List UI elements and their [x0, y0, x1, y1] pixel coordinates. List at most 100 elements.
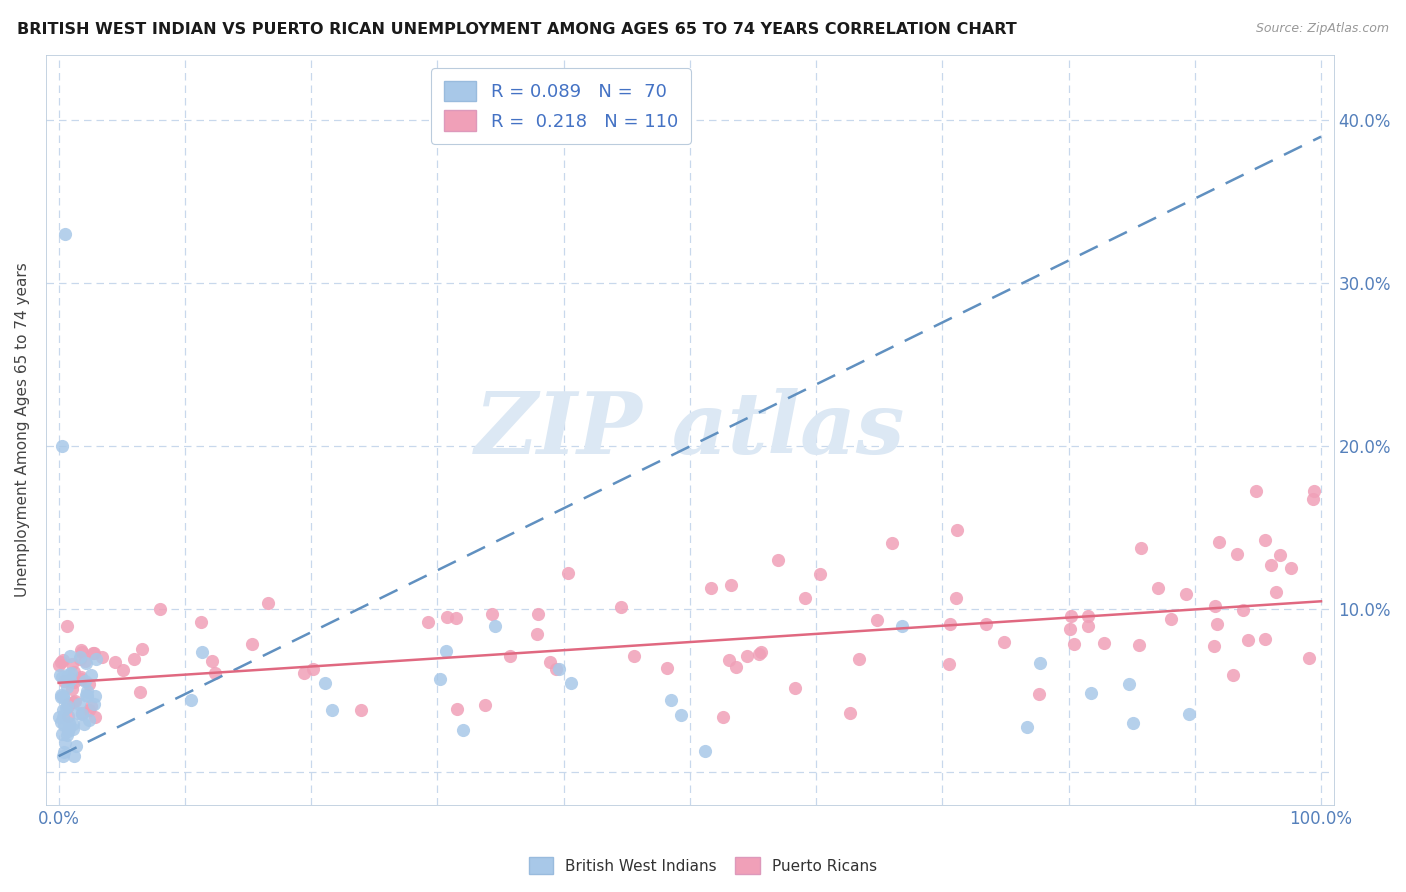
- Point: [122, 652, 145, 666]
- Point: [80, 668, 103, 682]
- Point: [655, 661, 678, 675]
- Point: [49, 667, 72, 681]
- Point: [446, 702, 468, 716]
- Point: [1281, 561, 1303, 575]
- Point: [866, 613, 889, 627]
- Point: [52, 749, 75, 764]
- Point: [416, 615, 439, 629]
- Point: [1302, 491, 1324, 506]
- Point: [69, 652, 91, 666]
- Point: [190, 615, 212, 630]
- Point: [1147, 581, 1170, 595]
- Point: [838, 706, 860, 721]
- Point: [538, 656, 561, 670]
- Point: [70, 672, 93, 686]
- Point: [1077, 608, 1099, 623]
- Point: [111, 663, 134, 677]
- Point: [51, 726, 73, 740]
- Point: [56, 723, 79, 738]
- Point: [1118, 676, 1140, 690]
- Point: [77, 713, 100, 727]
- Point: [711, 709, 734, 723]
- Point: [848, 651, 870, 665]
- Point: [49, 690, 72, 704]
- Point: [747, 647, 769, 661]
- Point: [623, 648, 645, 663]
- Point: [939, 616, 962, 631]
- Point: [56, 709, 79, 723]
- Point: [75, 689, 97, 703]
- Point: [724, 660, 747, 674]
- Point: [1063, 637, 1085, 651]
- Point: [58, 697, 80, 711]
- Point: [1302, 483, 1324, 498]
- Point: [749, 644, 772, 658]
- Point: [717, 653, 740, 667]
- Point: [1237, 633, 1260, 648]
- Point: [75, 656, 97, 670]
- Point: [526, 607, 548, 622]
- Point: [63, 749, 86, 764]
- Point: [560, 675, 582, 690]
- Point: [70, 707, 93, 722]
- Point: [1028, 657, 1050, 671]
- Point: [52, 690, 75, 704]
- Point: [77, 676, 100, 690]
- Text: BRITISH WEST INDIAN VS PUERTO RICAN UNEMPLOYMENT AMONG AGES 65 TO 74 YEARS CORRE: BRITISH WEST INDIAN VS PUERTO RICAN UNEM…: [17, 22, 1017, 37]
- Point: [1060, 609, 1083, 624]
- Point: [53, 227, 76, 242]
- Point: [610, 599, 633, 614]
- Point: [1160, 611, 1182, 625]
- Point: [548, 662, 571, 676]
- Point: [1028, 687, 1050, 701]
- Point: [69, 643, 91, 657]
- Point: [974, 616, 997, 631]
- Point: [84, 710, 107, 724]
- Legend: British West Indians, Puerto Ricans: British West Indians, Puerto Ricans: [523, 851, 883, 880]
- Point: [90, 650, 112, 665]
- Point: [73, 717, 96, 731]
- Point: [474, 698, 496, 713]
- Point: [1260, 558, 1282, 572]
- Point: [1222, 668, 1244, 682]
- Point: [56, 681, 79, 695]
- Point: [69, 670, 91, 684]
- Point: [735, 648, 758, 663]
- Point: [53, 745, 76, 759]
- Point: [1175, 587, 1198, 601]
- Point: [56, 699, 79, 714]
- Point: [65, 739, 87, 754]
- Point: [699, 581, 721, 595]
- Point: [56, 728, 79, 742]
- Point: [1202, 639, 1225, 653]
- Point: [84, 652, 107, 666]
- Point: [73, 654, 96, 668]
- Point: [557, 566, 579, 581]
- Point: [240, 637, 263, 651]
- Point: [453, 723, 475, 737]
- Point: [1208, 534, 1230, 549]
- Point: [350, 703, 373, 717]
- Point: [1130, 541, 1153, 555]
- Point: [1059, 622, 1081, 636]
- Point: [52, 653, 75, 667]
- Point: [1232, 603, 1254, 617]
- Point: [58, 715, 80, 730]
- Point: [53, 736, 76, 750]
- Point: [257, 596, 280, 610]
- Point: [429, 672, 451, 686]
- Point: [49, 655, 72, 669]
- Point: [484, 618, 506, 632]
- Point: [55, 701, 77, 715]
- Point: [149, 601, 172, 615]
- Point: [890, 619, 912, 633]
- Point: [51, 689, 73, 703]
- Point: [1246, 483, 1268, 498]
- Point: [526, 626, 548, 640]
- Point: [481, 607, 503, 621]
- Point: [75, 673, 97, 688]
- Point: [1254, 632, 1277, 646]
- Point: [52, 703, 75, 717]
- Point: [76, 689, 98, 703]
- Point: [53, 717, 76, 731]
